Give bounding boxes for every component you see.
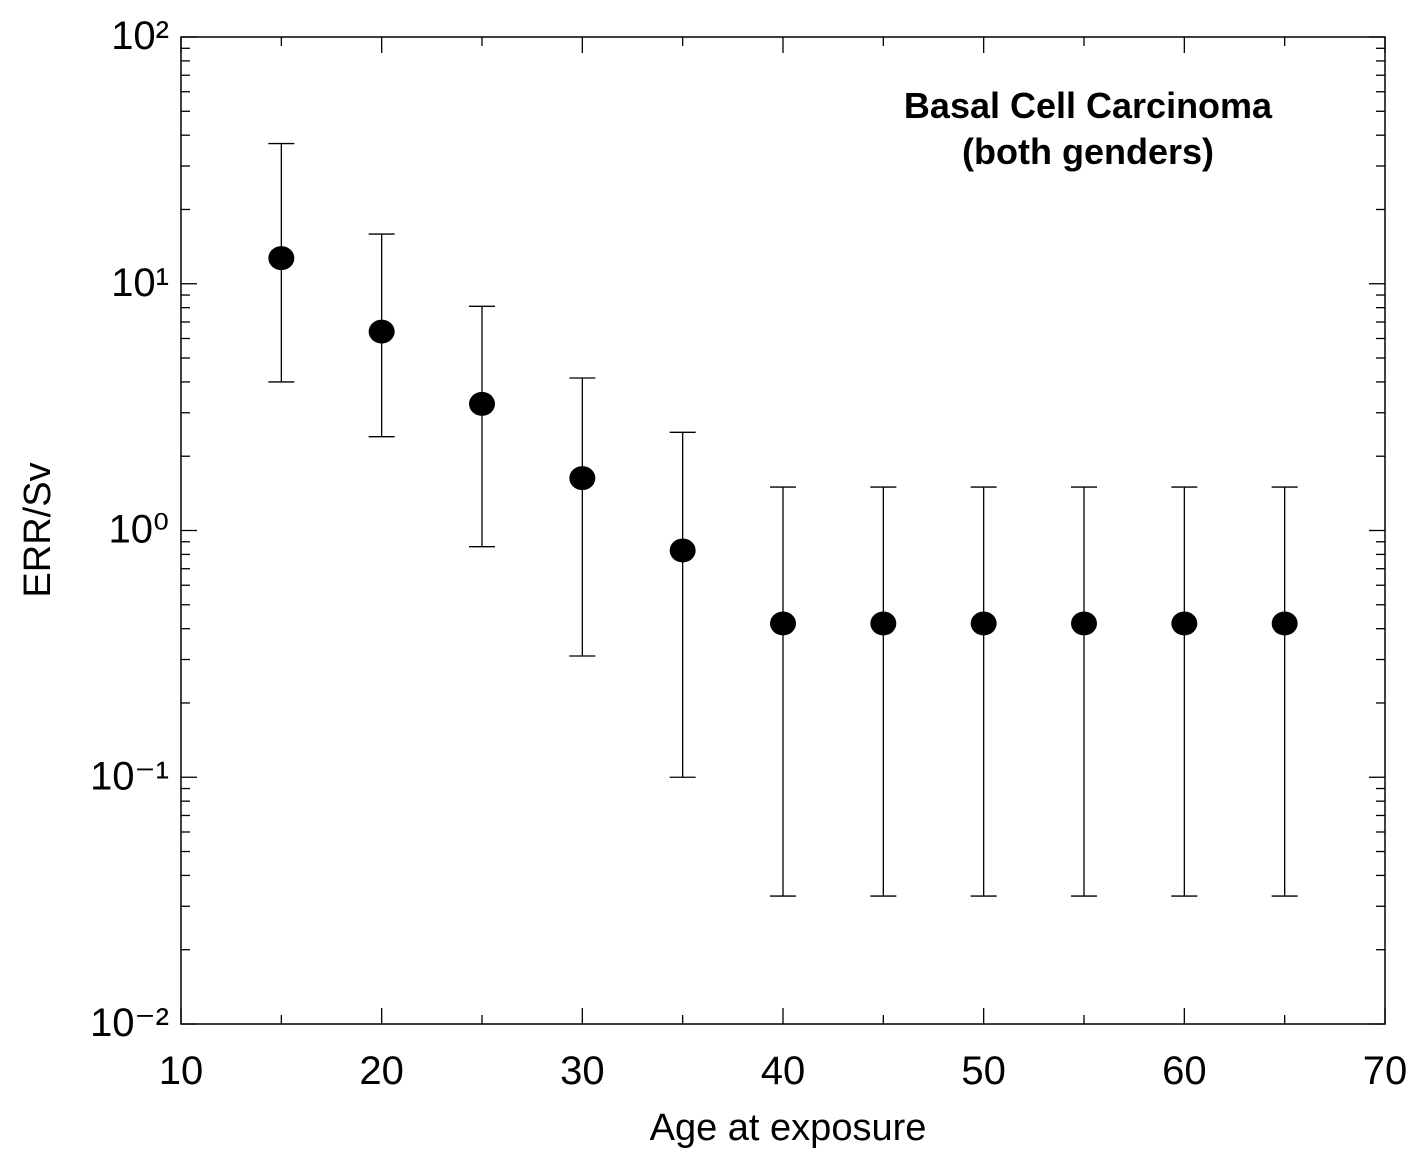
point xyxy=(569,466,596,491)
x-tick-label: 30 xyxy=(560,1049,605,1093)
point xyxy=(770,611,796,636)
point xyxy=(669,538,696,563)
y-tick-label: 10⁻² xyxy=(90,1001,169,1045)
annotation: Basal Cell Carcinoma xyxy=(904,85,1273,126)
point xyxy=(469,391,495,416)
x-axis-label: Age at exposure xyxy=(650,1107,927,1149)
point xyxy=(970,611,997,636)
y-tick-label: 10⁰ xyxy=(108,508,169,552)
x-tick-label: 50 xyxy=(961,1049,1006,1093)
x-tick-label: 10 xyxy=(159,1049,204,1093)
y-tick-label: 10¹ xyxy=(111,261,169,305)
x-tick-label: 40 xyxy=(761,1049,806,1093)
y-tick-label: 10⁻¹ xyxy=(90,754,169,798)
point xyxy=(268,246,295,271)
x-tick-label: 70 xyxy=(1363,1049,1408,1093)
point xyxy=(368,319,395,344)
point xyxy=(1171,611,1198,636)
point xyxy=(1271,611,1298,636)
point xyxy=(870,611,897,636)
x-tick-label: 20 xyxy=(359,1049,404,1093)
y-tick-label: 10² xyxy=(111,14,169,58)
y-axis-label: ERR/Sv xyxy=(17,462,59,597)
annotation: (both genders) xyxy=(962,131,1214,172)
point xyxy=(1071,611,1097,636)
x-tick-label: 60 xyxy=(1162,1049,1207,1093)
